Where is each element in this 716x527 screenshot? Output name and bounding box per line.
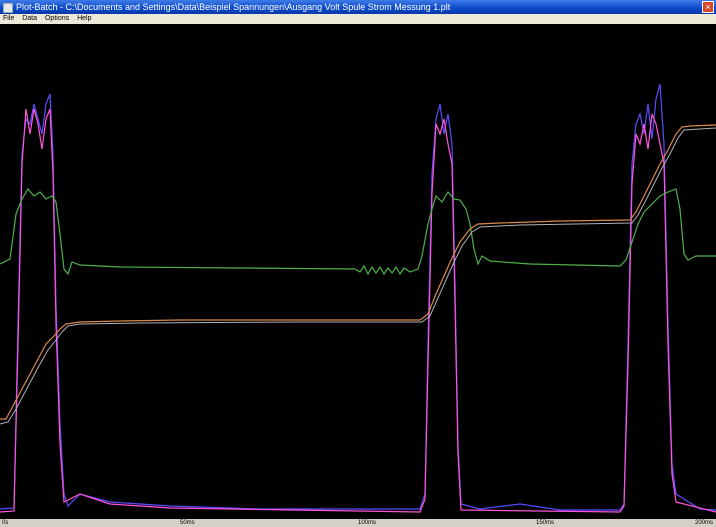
trace-green — [0, 187, 716, 276]
menu-file[interactable]: File — [3, 15, 15, 22]
x-axis: 0s 50ms 100ms 150ms 200ms — [0, 519, 716, 527]
menu-data[interactable]: Data — [22, 15, 38, 22]
title-bar: Plot-Batch - C:\Documents and Settings\D… — [0, 0, 716, 14]
trace-magenta — [0, 108, 716, 513]
menu-bar: File Data Options Help — [0, 14, 716, 24]
menu-options[interactable]: Options — [44, 15, 70, 22]
x-tick-label: 150ms — [536, 520, 555, 526]
app-icon — [3, 3, 13, 13]
window-title: Plot-Batch - C:\Documents and Settings\D… — [16, 2, 451, 12]
trace-gray — [0, 127, 716, 425]
trace-orange — [0, 124, 716, 420]
close-button[interactable]: × — [702, 1, 714, 13]
trace-blue — [0, 83, 716, 511]
x-tick-label: 200ms — [695, 520, 714, 526]
x-tick-label: 0s — [2, 520, 9, 526]
x-tick-label: 50ms — [180, 520, 195, 526]
plot-canvas[interactable] — [0, 24, 716, 519]
waveform-plot — [0, 83, 716, 513]
menu-help[interactable]: Help — [77, 15, 92, 22]
x-tick-label: 100ms — [358, 520, 377, 526]
